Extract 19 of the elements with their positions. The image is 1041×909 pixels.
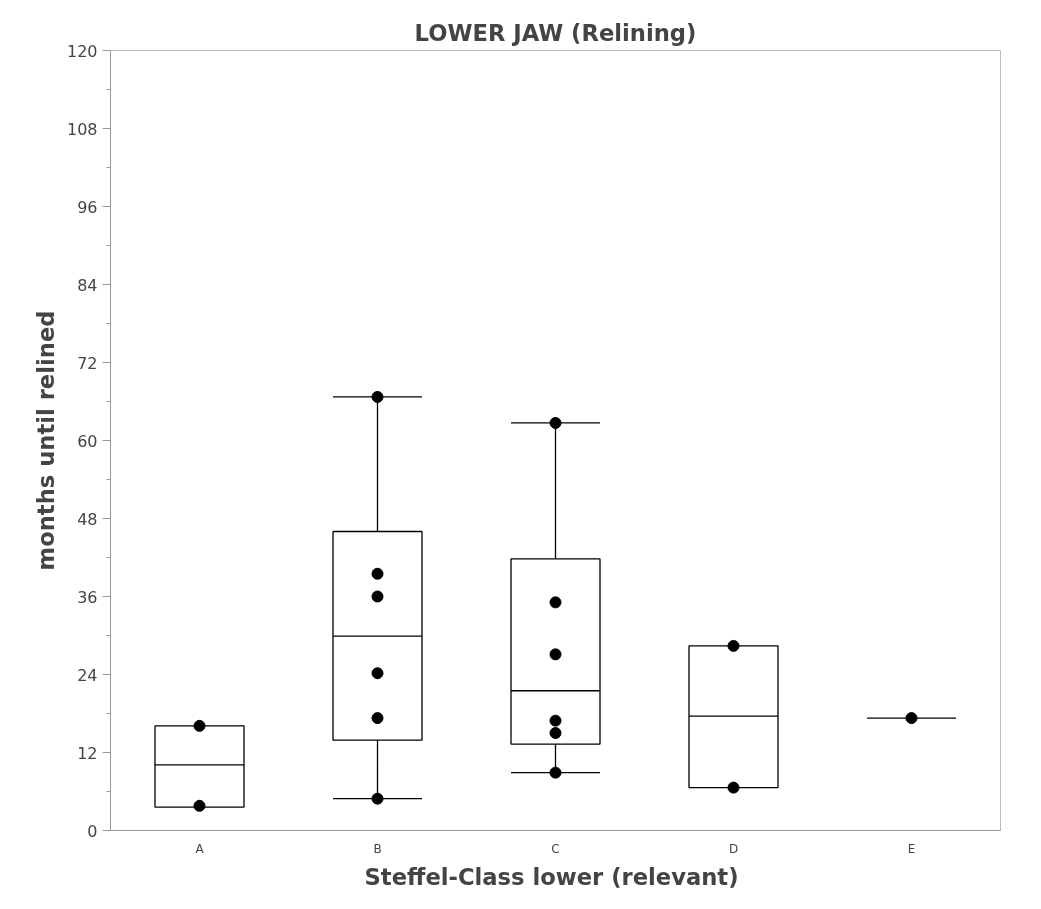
x-tick-label: B bbox=[373, 841, 382, 856]
y-tick-label: 108 bbox=[66, 119, 98, 139]
y-tick-label: 120 bbox=[66, 41, 98, 61]
chart-title: LOWER JAW (Relining) bbox=[414, 19, 697, 46]
y-tick-label: 36 bbox=[77, 587, 98, 607]
y-tick-label: 48 bbox=[77, 509, 98, 529]
y-tick-label: 84 bbox=[77, 275, 98, 295]
y-axis-title: months until relined bbox=[32, 310, 59, 571]
y-tick-label: 0 bbox=[87, 821, 98, 841]
y-tick-label: 96 bbox=[77, 197, 98, 217]
x-tick-label: D bbox=[728, 841, 739, 856]
y-tick-label: 12 bbox=[77, 743, 98, 763]
y-tick-label: 72 bbox=[77, 353, 98, 373]
x-tick-label: C bbox=[551, 841, 560, 856]
x-tick-label: A bbox=[195, 841, 205, 856]
x-axis-title: Steffel-Class lower (relevant) bbox=[364, 863, 739, 890]
x-tick-label: E bbox=[907, 841, 916, 856]
y-tick-label: 24 bbox=[77, 665, 98, 685]
y-tick-label: 60 bbox=[77, 431, 98, 451]
